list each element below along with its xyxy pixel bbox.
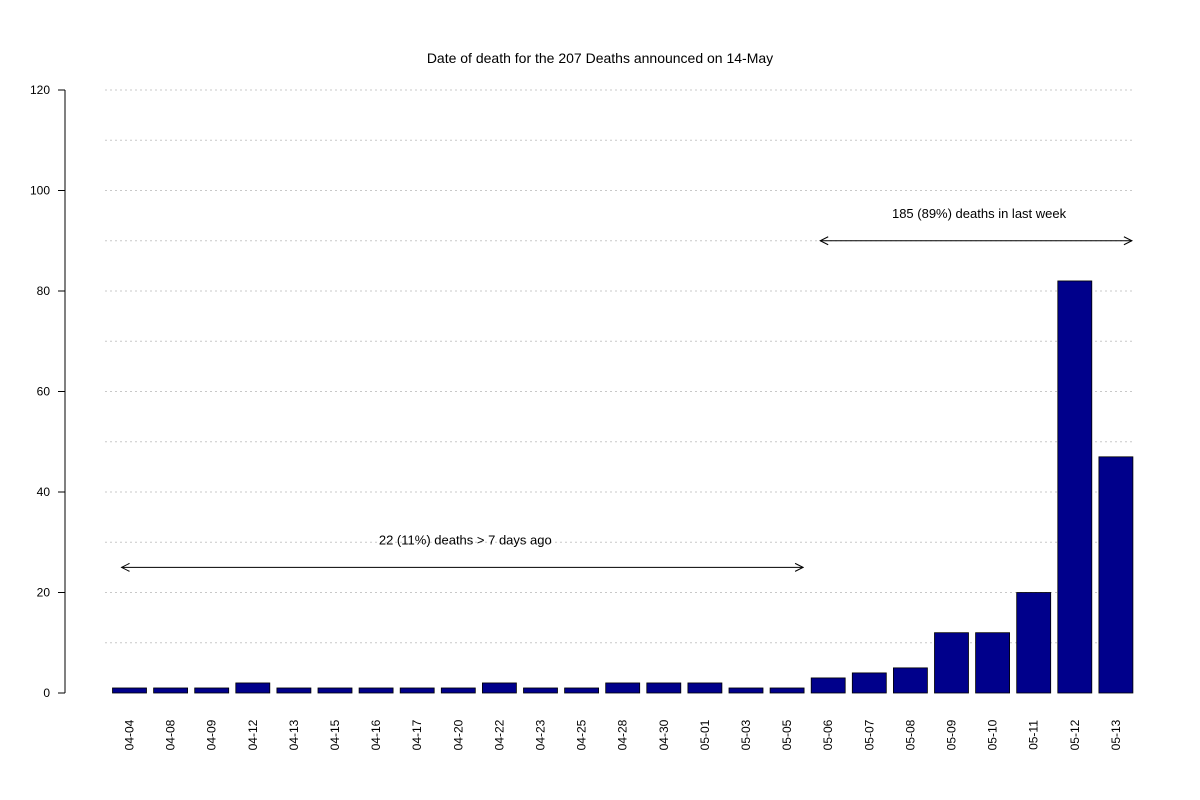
x-tick-label: 04-25 xyxy=(575,719,589,750)
y-tick-label: 20 xyxy=(37,586,51,600)
x-tick-label: 05-13 xyxy=(1109,719,1123,750)
x-tick-label: 05-09 xyxy=(945,719,959,750)
bar xyxy=(728,687,764,694)
x-tick-label: 04-28 xyxy=(616,719,630,750)
x-tick-label: 04-04 xyxy=(123,719,137,750)
bar xyxy=(1098,456,1134,694)
bar xyxy=(112,687,147,694)
grid xyxy=(105,89,1135,644)
bar xyxy=(893,667,928,694)
bar xyxy=(810,677,846,694)
annotations: 22 (11%) deaths > 7 days ago 185 (89%) de… xyxy=(122,206,1132,568)
annotation-label: 185 (89%) deaths in last week xyxy=(892,206,1067,221)
x-tick-label: 04-17 xyxy=(410,719,424,750)
x-tick-label: 04-09 xyxy=(205,719,219,750)
bar xyxy=(975,632,1010,694)
bar xyxy=(440,687,476,694)
bar xyxy=(1057,280,1093,694)
bars xyxy=(112,280,1134,694)
annotation-label: 22 (11%) deaths > 7 days ago xyxy=(379,532,552,547)
bar xyxy=(564,687,599,694)
bar xyxy=(481,682,517,694)
y-tick-label: 60 xyxy=(37,385,51,399)
bar xyxy=(317,687,353,694)
x-tick-label: 04-30 xyxy=(657,719,671,750)
y-axis: 0 20 40 60 80 100 120 xyxy=(30,83,66,700)
x-tick-label: 05-01 xyxy=(698,719,712,750)
bar xyxy=(605,682,641,694)
bar xyxy=(399,687,435,694)
x-tick-label: 05-10 xyxy=(986,719,1000,750)
x-tick-label: 05-11 xyxy=(1027,720,1041,750)
bar xyxy=(276,687,312,694)
x-tick-label: 05-07 xyxy=(862,719,876,750)
y-tick-label: 0 xyxy=(43,686,50,700)
y-tick-label: 40 xyxy=(37,485,51,499)
x-axis-labels: 04-04 04-08 04-09 04-12 04-13 04-15 04-16 04-17… xyxy=(123,719,1123,750)
bar xyxy=(851,672,887,694)
x-tick-label: 05-06 xyxy=(821,719,835,750)
x-tick-label: 04-20 xyxy=(451,719,465,750)
x-tick-label: 04-22 xyxy=(492,719,506,750)
bar xyxy=(934,632,969,694)
x-tick-label: 04-15 xyxy=(328,719,342,750)
bar xyxy=(1016,592,1052,694)
bar xyxy=(194,687,230,694)
x-tick-label: 05-03 xyxy=(739,719,753,750)
x-tick-label: 04-23 xyxy=(534,719,548,750)
y-tick-label: 120 xyxy=(30,83,50,97)
y-tick-label: 80 xyxy=(37,284,51,298)
x-tick-label: 05-08 xyxy=(903,719,917,750)
bar xyxy=(769,687,805,694)
bar xyxy=(646,682,682,694)
bar xyxy=(153,687,189,694)
chart-title: Date of death for the 207 Deaths announc… xyxy=(427,50,773,66)
bar xyxy=(523,687,558,694)
x-tick-label: 04-12 xyxy=(246,719,260,750)
x-tick-label: 04-13 xyxy=(287,719,301,750)
bar xyxy=(687,682,723,694)
x-tick-label: 04-08 xyxy=(164,719,178,750)
bar xyxy=(358,687,394,694)
bar xyxy=(235,682,271,694)
x-tick-label: 05-12 xyxy=(1068,719,1082,750)
y-tick-label: 100 xyxy=(30,184,50,198)
x-tick-label: 04-16 xyxy=(369,719,383,750)
x-tick-label: 05-05 xyxy=(780,719,794,750)
